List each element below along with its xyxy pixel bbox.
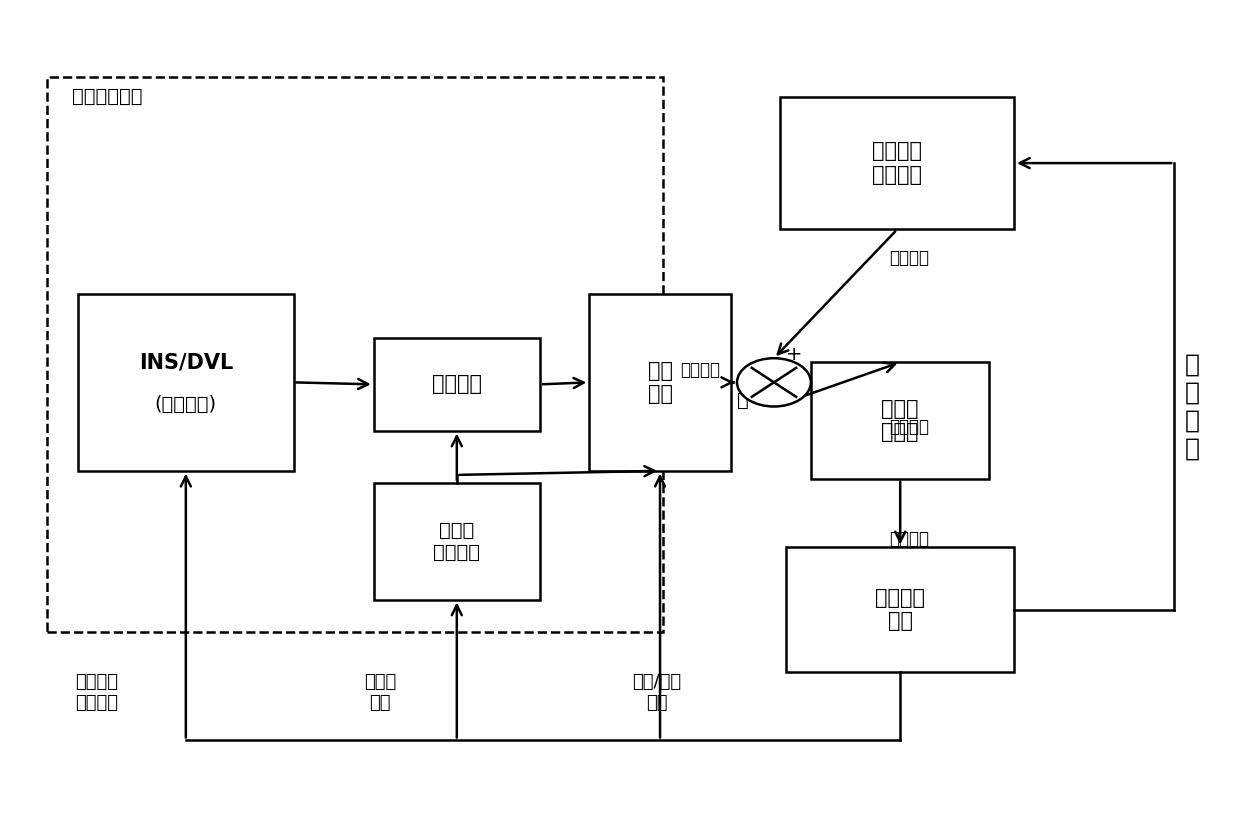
Text: －: －	[738, 390, 749, 410]
Text: 测距位置: 测距位置	[889, 249, 930, 267]
Text: (航位推算): (航位推算)	[155, 395, 217, 415]
Text: 卡尔曼
滤波器: 卡尔曼 滤波器	[882, 399, 919, 442]
Text: 误
差
校
正: 误 差 校 正	[1185, 353, 1200, 460]
Text: +: +	[785, 345, 802, 363]
Circle shape	[737, 359, 811, 406]
Bar	[78, 293, 294, 471]
Bar	[373, 338, 539, 431]
Bar	[589, 293, 730, 471]
Text: 导航更新过程: 导航更新过程	[72, 87, 143, 107]
Text: 校正指令
生成: 校正指令 生成	[875, 588, 925, 631]
Text: 导航
方程: 导航 方程	[647, 361, 672, 404]
Text: 解算位置: 解算位置	[680, 361, 720, 380]
Text: 观测向量: 观测向量	[889, 418, 930, 436]
Text: 姿态角
校正: 姿态角 校正	[363, 672, 396, 711]
Text: 水声辅助
测量装置: 水声辅助 测量装置	[872, 141, 923, 185]
Text: INS/DVL: INS/DVL	[139, 352, 233, 372]
Bar	[780, 97, 1014, 229]
Bar	[373, 483, 539, 600]
Bar	[47, 76, 663, 632]
Text: 惯性元件
漂移校正: 惯性元件 漂移校正	[76, 672, 118, 711]
Text: 数学平台: 数学平台	[432, 374, 482, 394]
Bar	[811, 363, 990, 479]
Bar	[786, 547, 1014, 672]
Text: 速度/位置
校正: 速度/位置 校正	[632, 672, 682, 711]
Text: 姿态角
矩阵更新: 姿态角 矩阵更新	[433, 521, 480, 562]
Text: 状态估计: 状态估计	[889, 530, 930, 548]
